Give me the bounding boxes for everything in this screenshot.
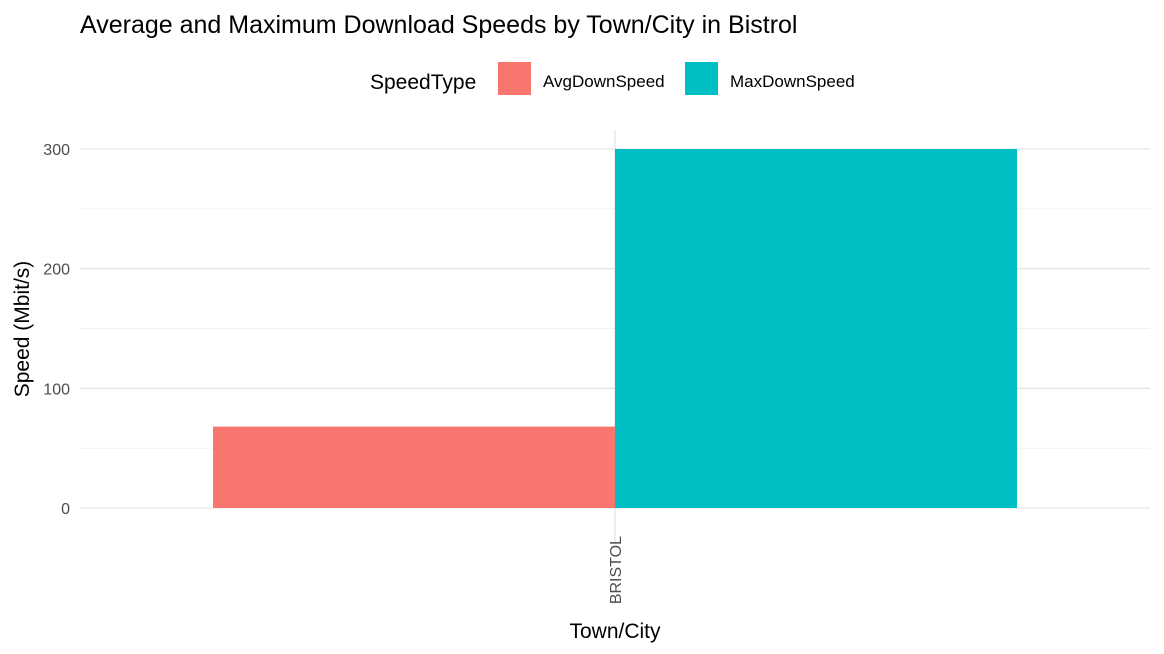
bar-avgdownspeed-bristol bbox=[213, 426, 615, 508]
legend-key-avgdownspeed bbox=[498, 62, 531, 95]
legend: SpeedType AvgDownSpeed MaxDownSpeed bbox=[370, 62, 855, 95]
y-tick-label: 0 bbox=[61, 501, 70, 518]
y-tick-label: 200 bbox=[43, 262, 70, 279]
legend-key-maxdownspeed bbox=[685, 62, 718, 95]
y-tick-label: 100 bbox=[43, 381, 70, 398]
x-axis-title: Town/City bbox=[569, 620, 661, 643]
chart-title: Average and Maximum Download Speeds by T… bbox=[80, 11, 797, 39]
plot-bars bbox=[213, 149, 1017, 508]
y-tick-label: 300 bbox=[43, 142, 70, 159]
x-axis-ticks: BRISTOL bbox=[608, 536, 625, 604]
y-axis-ticks: 0 100 200 300 bbox=[43, 142, 70, 518]
y-axis-title: Speed (Mbit/s) bbox=[11, 261, 34, 398]
x-tick-label: BRISTOL bbox=[608, 536, 625, 604]
bar-maxdownspeed-bristol bbox=[615, 149, 1017, 508]
legend-title: SpeedType bbox=[370, 71, 476, 94]
legend-label-maxdownspeed: MaxDownSpeed bbox=[730, 72, 855, 91]
legend-label-avgdownspeed: AvgDownSpeed bbox=[543, 72, 665, 91]
